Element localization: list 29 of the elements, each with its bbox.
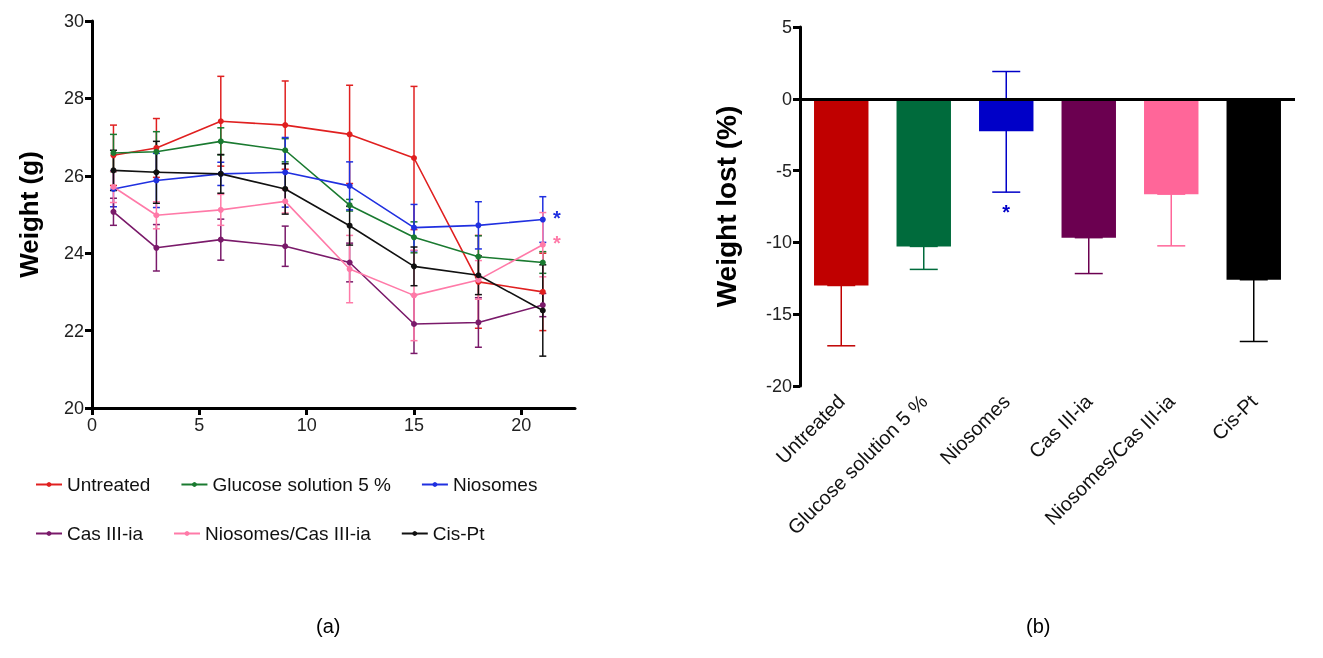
y-tick-label: 28 (63, 88, 84, 109)
legend-label: Niosomes (452, 474, 538, 495)
y-tick-label: 24 (63, 243, 84, 264)
y-tick-label: -5 (775, 160, 792, 181)
y-tick-label: 26 (63, 165, 84, 186)
annotation: * (552, 231, 561, 254)
x-tick-label: 20 (511, 415, 532, 435)
x-tick-label: 10 (296, 415, 317, 435)
text: (a) (316, 615, 341, 637)
y-tick-label: -15 (765, 304, 792, 325)
y-tick-label: -20 (765, 376, 792, 396)
x-tick-label: 5 (194, 415, 205, 435)
legend-label: Cis-Pt (432, 523, 486, 544)
y-axis-title: Weight lost (%) (710, 105, 742, 308)
y-tick-label: 22 (63, 320, 84, 341)
annotation: * (552, 206, 561, 229)
y-tick-label: 0 (781, 88, 792, 109)
y-tick-label: 30 (63, 11, 84, 31)
annotation: * (1002, 201, 1011, 224)
legend-label: Cas III-ia (67, 523, 144, 544)
y-tick-label: 5 (781, 17, 792, 37)
legend-label: Untreated (67, 474, 151, 495)
y-tick-label: -10 (765, 232, 792, 253)
text: (b) (1026, 615, 1051, 637)
legend-label: Niosomes/Cas III-ia (205, 523, 372, 544)
x-tick-label: 15 (403, 415, 425, 435)
legend-label: Glucose solution 5 % (212, 474, 392, 495)
x-tick-label: 0 (86, 415, 98, 435)
y-axis-title: Weight (g) (14, 151, 44, 278)
